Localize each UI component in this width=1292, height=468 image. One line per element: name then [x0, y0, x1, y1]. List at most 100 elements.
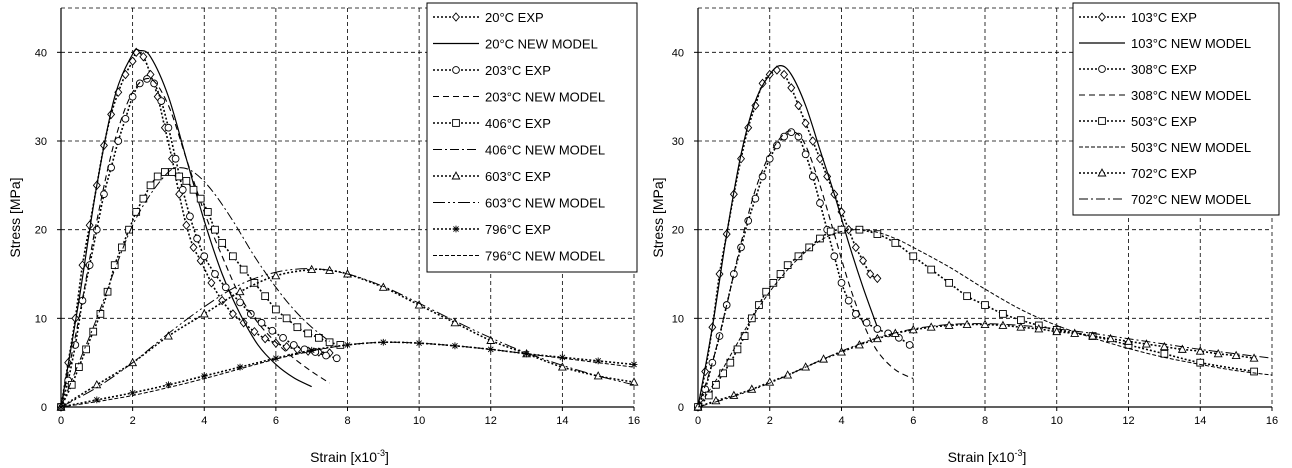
- legend-label: 603°C EXP: [485, 169, 551, 184]
- chart-panel-2: 0 2 4 6 8 10 12 14 16 0 10 20 30 40 Strain [x10-3] Stre…: [650, 2, 1280, 465]
- series-2: [697, 65, 878, 408]
- series-2: [60, 48, 312, 408]
- data-point: [1088, 331, 1098, 340]
- data-point: [891, 239, 900, 247]
- x-tick-label: 10: [413, 415, 425, 427]
- legend-swatch-marker: [452, 66, 460, 74]
- legend-swatch-marker: [1098, 117, 1106, 125]
- y-tick-label: 0: [678, 402, 684, 414]
- data-point: [557, 362, 567, 371]
- data-point: [175, 172, 184, 181]
- data-point: [1249, 353, 1259, 362]
- data-point: [221, 283, 230, 292]
- x-axis-label: Strain [x10-3]: [948, 448, 1027, 465]
- legend-label: 702°C NEW MODEL: [1131, 192, 1251, 207]
- data-point: [1052, 326, 1062, 336]
- x-tick-label: 4: [838, 415, 844, 427]
- data-point: [196, 194, 205, 203]
- data-point: [927, 265, 936, 274]
- data-point: [794, 132, 803, 141]
- series-6: [697, 229, 1273, 408]
- data-point: [451, 342, 459, 350]
- data-point: [279, 333, 287, 342]
- x-tick-label: 10: [1051, 415, 1063, 427]
- data-point: [808, 172, 817, 181]
- x-tick-label: 8: [982, 415, 988, 427]
- data-point: [199, 309, 209, 318]
- y-tick-label: 0: [41, 402, 47, 414]
- series-line: [697, 229, 1273, 408]
- series-10: [60, 341, 635, 408]
- data-point: [261, 334, 270, 344]
- data-point: [805, 243, 814, 252]
- x-tick-label: 0: [58, 415, 64, 427]
- data-point: [211, 270, 219, 278]
- series-8: [60, 268, 635, 408]
- legend-swatch-marker: [1098, 65, 1106, 73]
- data-point: [450, 317, 460, 327]
- legend-label: 603°C NEW MODEL: [485, 196, 605, 211]
- legend-label: 203°C EXP: [485, 63, 551, 78]
- data-point: [92, 225, 101, 234]
- series-7: [693, 319, 1259, 411]
- data-point: [801, 118, 810, 128]
- data-point: [282, 314, 291, 323]
- data-point: [945, 279, 953, 287]
- data-point: [150, 79, 158, 88]
- legend-label: 406°C EXP: [485, 116, 551, 131]
- y-tick-label: 40: [672, 47, 684, 59]
- x-tick-label: 14: [1194, 415, 1206, 427]
- data-point: [239, 318, 248, 328]
- data-point: [128, 56, 137, 66]
- legend-box: [426, 2, 638, 273]
- data-point: [178, 185, 187, 194]
- y-tick-label: 40: [35, 47, 47, 59]
- data-point: [236, 298, 244, 307]
- data-point: [487, 345, 495, 353]
- chart-panel-1: 0 2 4 6 8 10 12 14 16 0 10 20 30 40 Strain [x10-3] Stre…: [7, 2, 640, 465]
- series-line: [60, 167, 330, 408]
- data-point: [794, 252, 803, 261]
- series-line: [697, 130, 914, 408]
- x-tick-label: 6: [910, 415, 916, 427]
- data-point: [163, 331, 173, 340]
- legend-label: 503°C NEW MODEL: [1131, 140, 1251, 155]
- data-point: [765, 154, 774, 163]
- data-point: [1177, 344, 1187, 353]
- legend-label: 20°C EXP: [485, 10, 544, 25]
- data-point: [218, 295, 227, 306]
- series-8: [697, 323, 1273, 408]
- data-point: [250, 326, 259, 337]
- series-3: [57, 75, 341, 411]
- legend-swatch-marker: [452, 119, 460, 127]
- data-point: [261, 292, 269, 301]
- data-point: [780, 132, 788, 141]
- data-point: [344, 341, 351, 349]
- data-point: [1016, 322, 1026, 331]
- data-point: [1159, 341, 1169, 351]
- y-tick-label: 20: [35, 225, 47, 237]
- legend-label: 203°C NEW MODEL: [485, 90, 605, 105]
- series-4: [60, 77, 330, 408]
- series-line: [60, 341, 635, 408]
- data-point: [787, 128, 796, 136]
- data-point: [801, 150, 810, 159]
- data-point: [873, 325, 882, 333]
- data-point: [866, 269, 875, 279]
- data-point: [271, 338, 280, 348]
- data-point: [85, 261, 94, 269]
- series-5: [694, 225, 1258, 411]
- data-point: [999, 310, 1007, 318]
- data-point: [67, 380, 76, 389]
- data-point: [93, 396, 101, 404]
- data-point: [168, 168, 176, 176]
- data-point: [200, 372, 208, 380]
- data-point: [758, 172, 767, 181]
- data-point: [909, 252, 918, 261]
- data-point: [121, 114, 130, 123]
- data-point: [165, 381, 172, 389]
- data-point: [808, 136, 817, 146]
- series-line: [697, 65, 878, 408]
